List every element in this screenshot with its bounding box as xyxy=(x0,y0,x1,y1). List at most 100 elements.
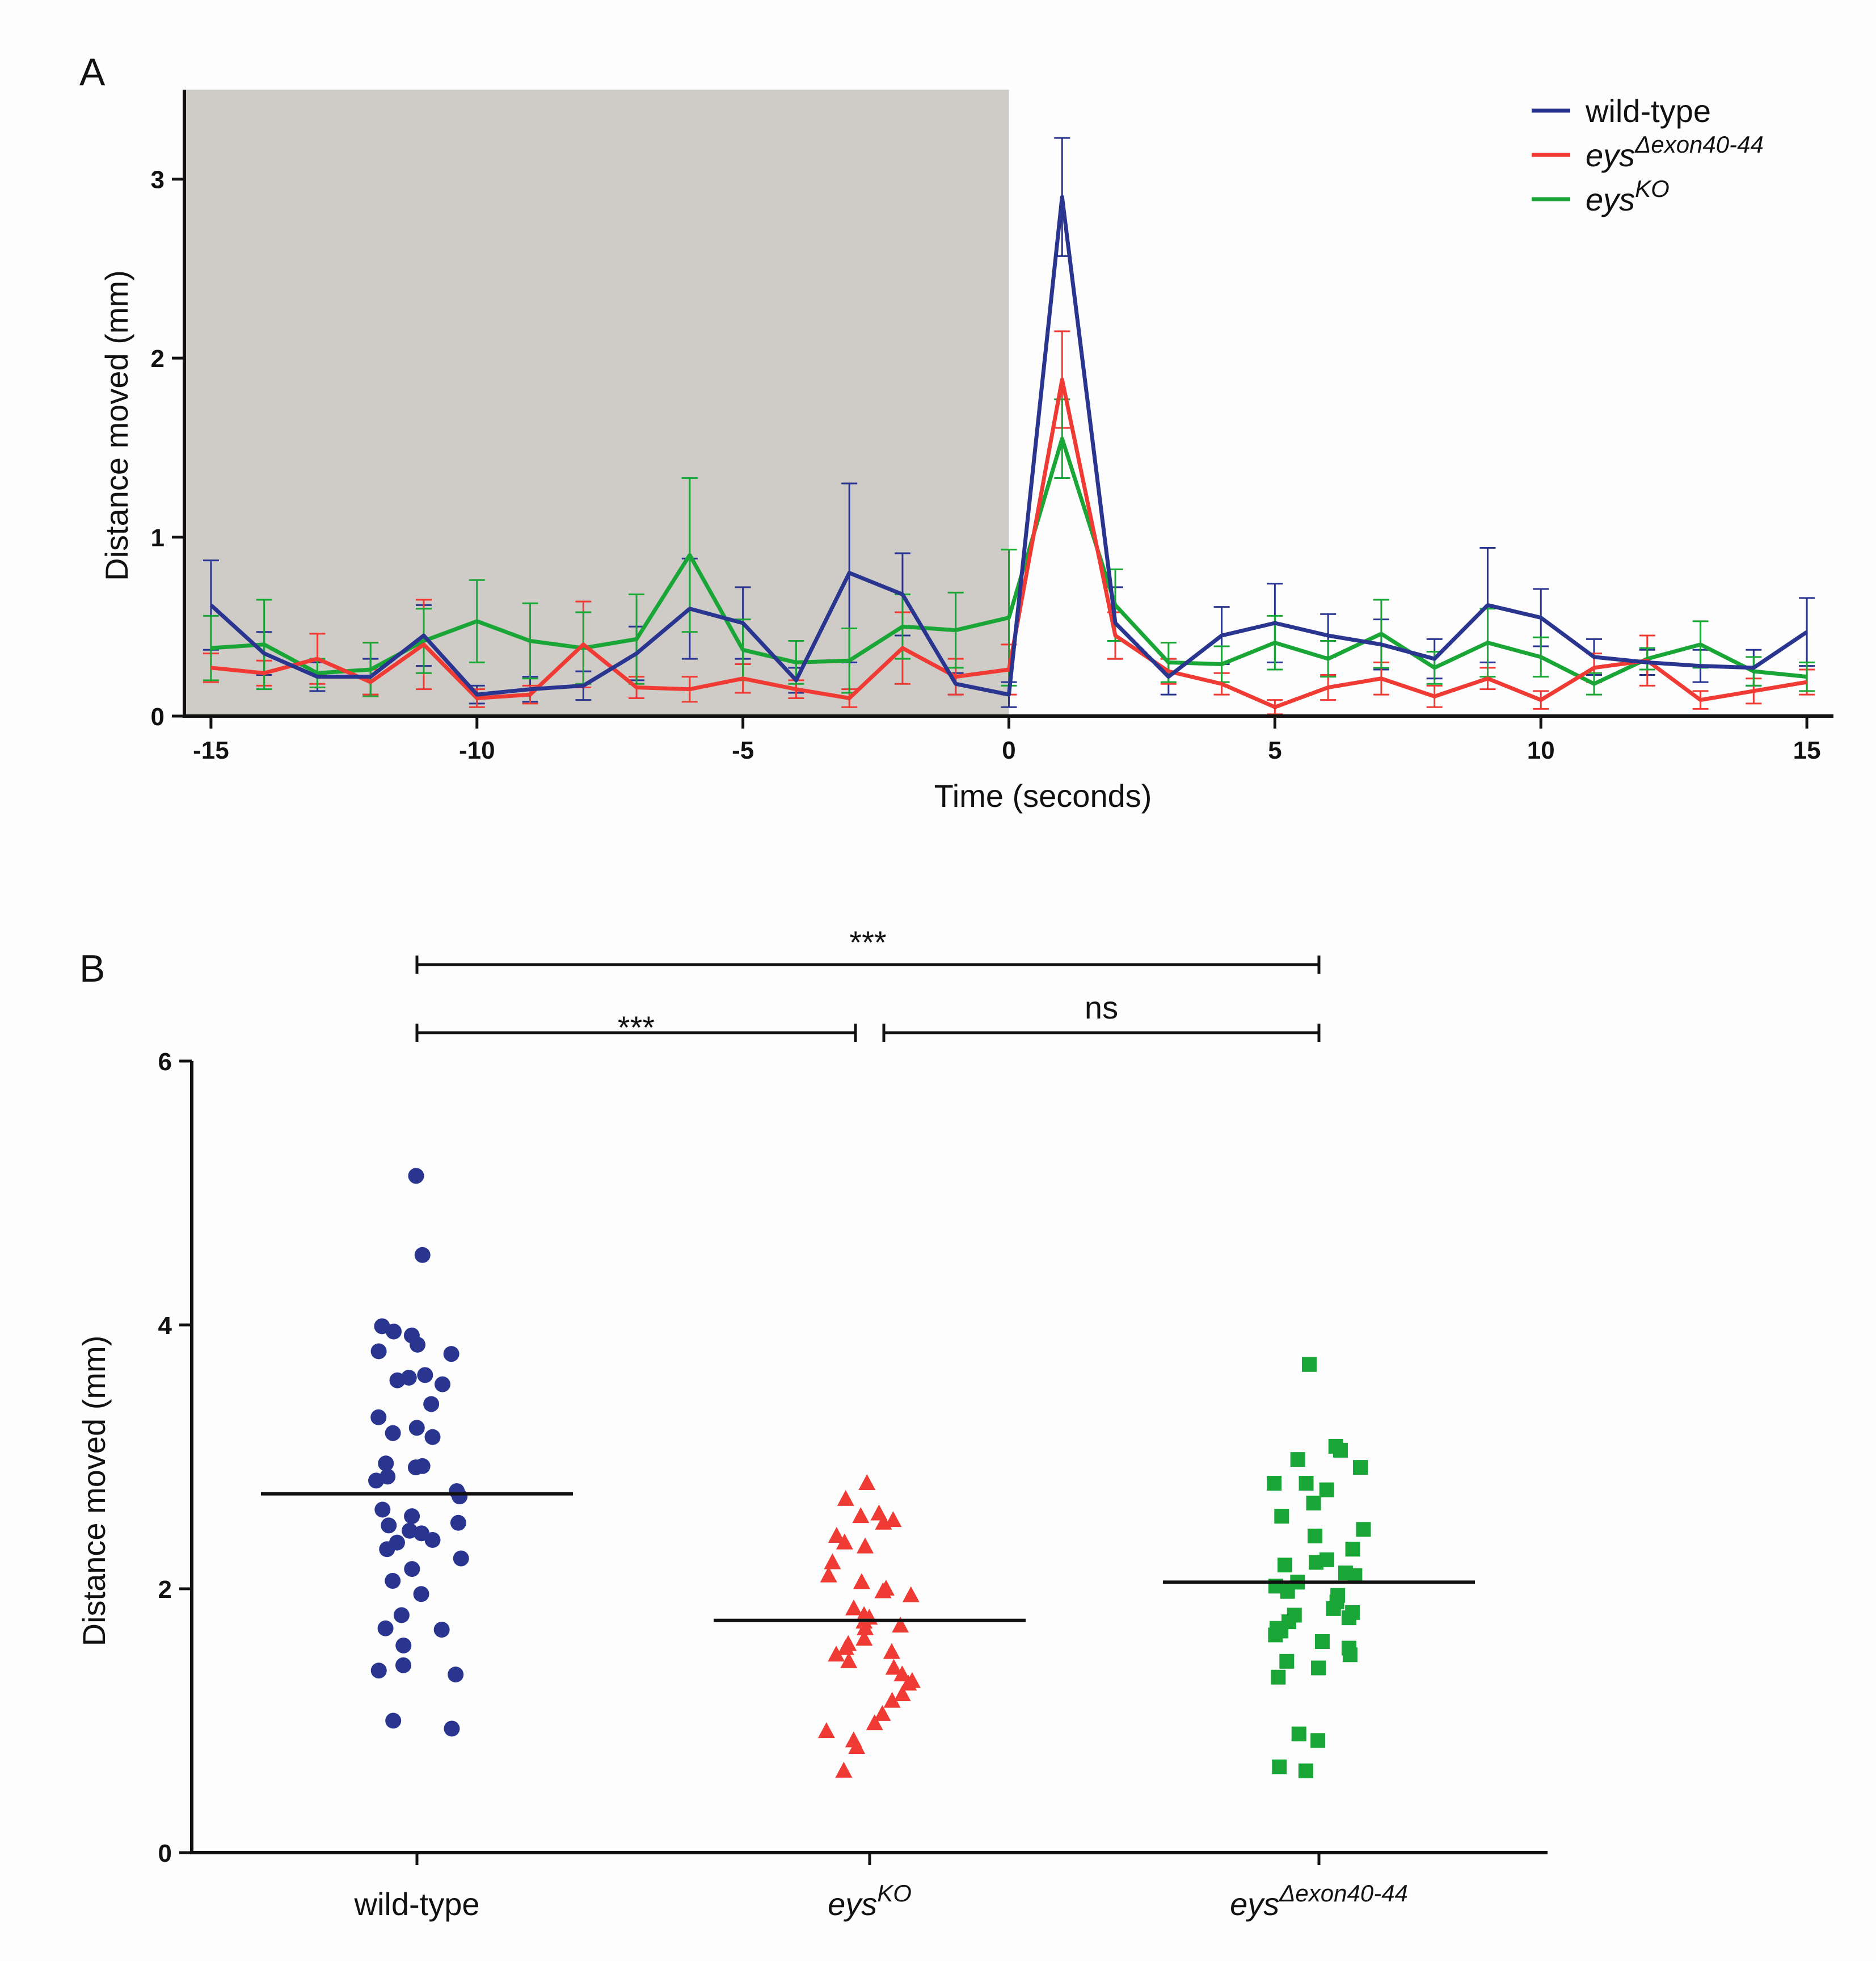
data-point xyxy=(820,1566,837,1583)
data-point xyxy=(857,1537,874,1554)
panel-b-y-axis-title: Distance moved (mm) xyxy=(76,1336,112,1647)
panel-a-series xyxy=(203,137,1815,716)
series-line-eysΔexon40-44 xyxy=(210,377,1807,709)
data-point xyxy=(828,1527,845,1543)
x-tick-label: -15 xyxy=(193,737,229,764)
x-tick-label: 15 xyxy=(1793,737,1821,764)
panel-a: A -15 -10 -5 0 5 10 15 0 1 2 3 Time (seconds) Dist… xyxy=(79,51,1833,814)
legend-label-0-base: wild-type xyxy=(1585,93,1711,129)
legend-label-2-base: eys xyxy=(1586,182,1635,217)
legend-label-1-base: eys xyxy=(1586,137,1635,173)
data-point xyxy=(452,1488,468,1505)
data-point xyxy=(379,1541,395,1558)
data-point xyxy=(1267,1476,1282,1491)
data-point xyxy=(836,1533,853,1550)
data-point xyxy=(370,1343,387,1360)
legend-label-1: eysΔexon40-44 xyxy=(1586,131,1764,173)
data-point xyxy=(424,1429,441,1445)
category-label-0: wild-type xyxy=(354,1886,480,1922)
category-label-2: eysΔexon40-44 xyxy=(1230,1880,1408,1922)
data-point xyxy=(370,1409,387,1425)
data-point xyxy=(1278,1558,1293,1573)
series-line-eysKO xyxy=(210,436,1807,686)
data-point xyxy=(900,1674,917,1691)
data-point xyxy=(1301,1357,1317,1372)
significance-bracket-2: ns xyxy=(882,990,1321,1042)
data-point xyxy=(1342,1647,1358,1663)
significance-label: *** xyxy=(618,1009,655,1045)
data-point xyxy=(828,1646,845,1662)
category-label-1-base: eys xyxy=(828,1886,877,1922)
data-point xyxy=(385,1573,401,1589)
data-point xyxy=(385,1425,401,1441)
data-point xyxy=(883,1643,900,1659)
data-point xyxy=(837,1639,854,1655)
data-point xyxy=(404,1561,420,1577)
category-1-points xyxy=(817,1474,921,1778)
category-2-points xyxy=(1267,1357,1371,1778)
significance-label: *** xyxy=(849,924,886,960)
data-point xyxy=(402,1522,418,1539)
data-point xyxy=(444,1720,460,1737)
data-point xyxy=(435,1376,451,1392)
data-point xyxy=(417,1367,433,1383)
data-point xyxy=(395,1657,412,1673)
data-point xyxy=(407,1459,424,1476)
category-label-2-base: eys xyxy=(1230,1886,1279,1922)
x-tick-label: -10 xyxy=(459,737,495,764)
data-point xyxy=(408,1168,424,1184)
data-point xyxy=(443,1346,459,1362)
data-point xyxy=(1309,1555,1324,1570)
data-point xyxy=(884,1511,902,1527)
data-point xyxy=(453,1550,469,1567)
data-point xyxy=(408,1420,425,1436)
y-tick-label: 6 xyxy=(158,1048,172,1076)
significance-bracket-0: *** xyxy=(415,924,1321,974)
data-point xyxy=(837,1489,854,1506)
data-point xyxy=(902,1586,920,1602)
data-point xyxy=(892,1617,909,1633)
data-point xyxy=(1314,1634,1330,1649)
data-point xyxy=(433,1622,450,1638)
data-point xyxy=(1345,1542,1360,1557)
data-point xyxy=(368,1472,385,1489)
x-tick-label: 5 xyxy=(1268,737,1281,764)
data-point xyxy=(1311,1660,1326,1676)
legend-label-2-sup: KO xyxy=(1635,175,1670,202)
data-point xyxy=(1341,1610,1356,1626)
data-point xyxy=(874,1705,891,1721)
data-point xyxy=(378,1455,394,1472)
data-point xyxy=(423,1396,440,1412)
data-point xyxy=(1291,1726,1306,1741)
data-point xyxy=(1280,1584,1295,1599)
data-point xyxy=(381,1517,397,1534)
category-0-points xyxy=(368,1168,469,1737)
data-point xyxy=(1356,1522,1371,1537)
data-point xyxy=(1333,1442,1348,1458)
data-point xyxy=(395,1637,412,1653)
data-point xyxy=(1299,1476,1314,1491)
data-point xyxy=(866,1714,883,1731)
data-point xyxy=(1319,1482,1334,1497)
category-label-0-base: wild-type xyxy=(354,1886,480,1922)
panel-a-letter: A xyxy=(79,51,106,94)
panel-a-axes: -15 -10 -5 0 5 10 15 0 1 2 3 xyxy=(151,90,1833,764)
data-point xyxy=(848,1738,866,1754)
data-point xyxy=(885,1659,903,1675)
data-point xyxy=(424,1531,441,1548)
data-point xyxy=(1290,1452,1305,1467)
data-point xyxy=(858,1474,876,1490)
data-point xyxy=(377,1620,394,1636)
significance-bracket-1: *** xyxy=(415,1009,857,1045)
data-point xyxy=(1353,1460,1368,1475)
panel-b-letter: B xyxy=(79,947,105,990)
series-line-wild-type xyxy=(209,195,1808,697)
data-point xyxy=(386,1323,402,1340)
data-point xyxy=(450,1514,466,1531)
legend-label-1-sup: Δexon40-44 xyxy=(1634,131,1764,158)
y-tick-label: 3 xyxy=(151,166,165,194)
data-point xyxy=(414,1247,431,1263)
data-point xyxy=(893,1665,911,1682)
